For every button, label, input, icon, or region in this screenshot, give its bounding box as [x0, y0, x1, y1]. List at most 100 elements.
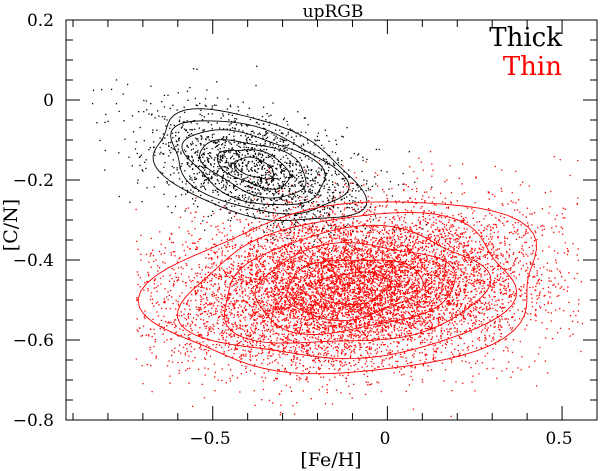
data-point [293, 357, 295, 359]
data-point [374, 172, 377, 174]
data-point [330, 323, 332, 325]
data-point [549, 205, 551, 208]
data-point [249, 273, 252, 275]
data-point [337, 276, 339, 278]
data-point [367, 264, 369, 266]
data-point [344, 354, 346, 356]
data-point [360, 280, 362, 282]
data-point [452, 272, 454, 274]
data-point [459, 303, 462, 305]
data-point [441, 283, 443, 285]
data-point [375, 310, 377, 312]
data-point [424, 348, 426, 351]
data-point [351, 269, 353, 271]
data-point [293, 279, 295, 282]
data-point [328, 234, 330, 236]
data-point [250, 348, 252, 350]
data-point [418, 259, 420, 262]
data-point [334, 276, 337, 278]
data-point [436, 307, 438, 310]
data-point [467, 308, 469, 310]
data-point [283, 333, 285, 335]
data-point [310, 236, 312, 238]
data-point [444, 256, 446, 258]
data-point [368, 269, 371, 272]
data-point [479, 257, 481, 259]
data-point [236, 281, 238, 284]
data-point [560, 286, 563, 288]
data-point [558, 231, 560, 233]
data-point [462, 247, 465, 249]
data-point [289, 275, 291, 278]
data-point [382, 277, 384, 279]
data-point [283, 253, 286, 255]
data-point [419, 254, 421, 257]
data-point [213, 283, 216, 285]
data-point [366, 322, 368, 324]
data-point [285, 337, 287, 339]
data-point [298, 251, 300, 253]
data-point [295, 253, 298, 255]
data-point [365, 346, 368, 349]
data-point [384, 280, 386, 282]
data-point [327, 284, 330, 286]
data-point [186, 348, 188, 350]
data-point [252, 324, 254, 327]
data-point [366, 246, 368, 248]
data-point [498, 299, 500, 301]
data-point [330, 335, 333, 337]
data-point [218, 288, 220, 290]
data-point [316, 293, 319, 295]
data-point [381, 292, 384, 294]
data-point [290, 350, 292, 352]
data-point [380, 239, 383, 241]
data-point [227, 297, 230, 299]
data-point [334, 338, 337, 340]
data-point [320, 298, 322, 300]
data-point [448, 279, 451, 282]
data-point [200, 286, 202, 289]
data-point [446, 229, 448, 231]
data-point [252, 332, 255, 334]
data-point [234, 348, 236, 350]
data-point [180, 266, 182, 268]
data-point [308, 262, 310, 264]
data-point [255, 342, 258, 344]
data-point [493, 339, 495, 341]
data-point [409, 268, 412, 271]
data-point [412, 292, 414, 295]
data-point [287, 337, 289, 339]
data-point [300, 247, 303, 249]
data-point [288, 254, 291, 256]
data-point [475, 309, 477, 311]
data-point [474, 248, 476, 250]
data-point [300, 255, 302, 257]
data-point [380, 321, 382, 324]
data-point [337, 268, 339, 271]
data-point [394, 294, 396, 296]
data-point [422, 258, 424, 260]
data-point [394, 224, 397, 226]
data-point [502, 303, 504, 305]
data-point [488, 198, 490, 200]
data-point [367, 315, 369, 317]
data-point [261, 362, 263, 365]
data-point [346, 238, 348, 241]
data-point [388, 292, 391, 294]
data-point [345, 245, 347, 247]
data-point [273, 299, 275, 301]
data-point [350, 261, 352, 263]
data-point [387, 334, 390, 336]
data-point [290, 339, 292, 342]
data-point [295, 327, 297, 330]
data-point [254, 355, 257, 357]
data-point [190, 287, 192, 289]
data-point [513, 303, 516, 305]
data-point [424, 361, 426, 363]
data-point [356, 257, 358, 259]
data-point [549, 270, 551, 272]
data-point [393, 238, 395, 241]
data-point [378, 231, 380, 234]
data-point [393, 327, 395, 329]
data-point [412, 240, 414, 243]
